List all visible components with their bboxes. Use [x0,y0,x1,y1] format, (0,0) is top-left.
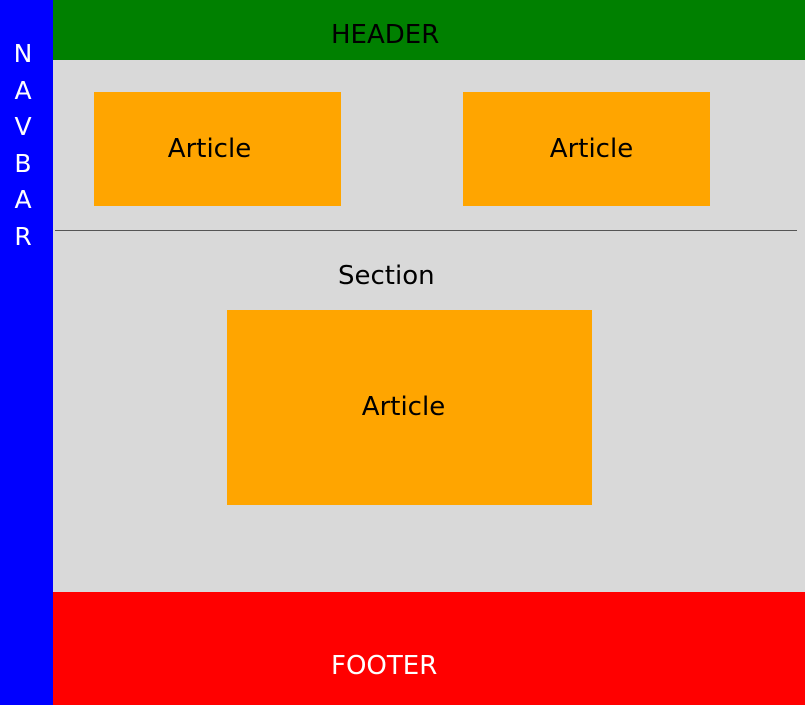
article-label: Article [549,134,634,164]
article-label: Article [167,134,252,164]
article-box-1: Article [94,92,341,206]
article-box-2: Article [463,92,710,206]
navbar-letter: A [14,185,32,214]
section-divider [55,230,797,231]
navbar-letter: R [14,221,32,251]
navbar-label: N A V B A R [0,36,46,255]
section-label: Section [338,261,435,291]
navbar-letter: B [14,148,32,178]
header-label: HEADER [331,20,440,50]
footer: FOOTER [53,592,805,705]
navbar-letter: A [14,75,32,105]
header: HEADER [53,0,805,60]
navbar: N A V B A R [0,0,53,705]
navbar-letter: N [13,39,33,68]
footer-label: FOOTER [331,651,438,681]
navbar-letter: V [14,112,32,141]
article-label: Article [361,391,446,422]
section-article-box: Article [227,310,592,505]
